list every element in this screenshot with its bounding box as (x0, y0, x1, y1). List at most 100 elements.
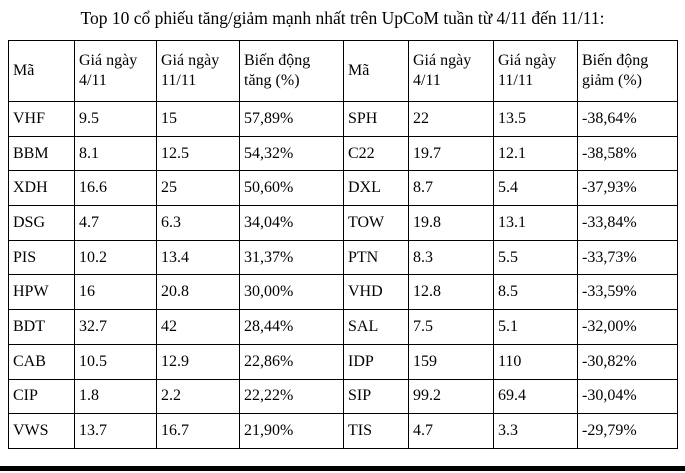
gainer-code-cell: CAB (8, 343, 75, 380)
gainer-code-cell: BDT (8, 309, 75, 345)
loser-price-11-11-cell: 110 (493, 343, 578, 380)
table-row: PIS 10.2 13.4 31,37% PTN 8.3 5.5 -33,73% (8, 239, 678, 276)
gainer-change-cell: 31,37% (239, 239, 344, 276)
gainer-price-4-11-cell: 16 (74, 274, 157, 311)
loser-code-cell: IDP (343, 343, 409, 380)
table-row: BBM 8.1 12.5 54,32% C22 19.7 12.1 -38,58% (8, 135, 678, 172)
gainer-price-11-11-cell: 20.8 (156, 274, 240, 311)
stock-table-header: Mã Giá ngày 4/11 Giá ngày 11/11 Biến độn… (8, 40, 678, 102)
gainer-change-cell: 22,86% (239, 343, 344, 380)
table-row: CAB 10.5 12.9 22,86% IDP 159 110 -30,82% (8, 343, 678, 380)
loser-change-cell: -33,73% (577, 239, 678, 276)
column-header-loser-change: Biến động giảm (%) (577, 40, 678, 102)
gainer-code-cell: HPW (8, 274, 75, 311)
column-header-gainer-price-11-11: Giá ngày 11/11 (156, 40, 240, 102)
loser-change-cell: -33,84% (577, 205, 678, 241)
page-title: Top 10 cổ phiếu tăng/giảm mạnh nhất trên… (80, 8, 605, 28)
gainer-change-cell: 21,90% (239, 413, 344, 449)
loser-code-cell: C22 (343, 135, 409, 172)
loser-code-cell: PTN (343, 239, 409, 276)
gainer-price-4-11-cell: 8.1 (74, 135, 157, 172)
table-row: VHF 9.5 15 57,89% SPH 22 13.5 -38,64% (8, 101, 678, 137)
gainer-code-cell: VWS (8, 413, 75, 449)
bottom-horizontal-rule (0, 466, 685, 471)
column-header-gainer-price-4-11: Giá ngày 4/11 (74, 40, 157, 102)
loser-price-4-11-cell: 8.3 (408, 239, 494, 276)
loser-price-11-11-cell: 5.4 (493, 170, 578, 207)
gainer-price-4-11-cell: 10.2 (74, 239, 157, 276)
gainer-change-cell: 28,44% (239, 309, 344, 345)
loser-price-11-11-cell: 12.1 (493, 135, 578, 172)
loser-price-4-11-cell: 12.8 (408, 274, 494, 311)
column-header-loser-price-4-11: Giá ngày 4/11 (408, 40, 494, 102)
loser-code-cell: VHD (343, 274, 409, 311)
gainer-code-cell: BBM (8, 135, 75, 172)
gainer-change-cell: 22,22% (239, 378, 344, 415)
loser-price-11-11-cell: 69.4 (493, 378, 578, 415)
table-row: CIP 1.8 2.2 22,22% SIP 99.2 69.4 -30,04% (8, 378, 678, 415)
gainer-price-4-11-cell: 1.8 (74, 378, 157, 415)
loser-price-11-11-cell: 5.1 (493, 309, 578, 345)
loser-change-cell: -32,00% (577, 309, 678, 345)
gainer-code-cell: CIP (8, 378, 75, 415)
gainer-change-cell: 57,89% (239, 101, 344, 137)
header-row: Mã Giá ngày 4/11 Giá ngày 11/11 Biến độn… (8, 40, 678, 102)
loser-price-4-11-cell: 99.2 (408, 378, 494, 415)
loser-change-cell: -29,79% (577, 413, 678, 449)
loser-change-cell: -38,64% (577, 101, 678, 137)
loser-price-4-11-cell: 8.7 (408, 170, 494, 207)
loser-price-4-11-cell: 19.7 (408, 135, 494, 172)
gainer-price-4-11-cell: 4.7 (74, 205, 157, 241)
gainer-price-11-11-cell: 12.5 (156, 135, 240, 172)
table-row: XDH 16.6 25 50,60% DXL 8.7 5.4 -37,93% (8, 170, 678, 207)
gainer-price-11-11-cell: 6.3 (156, 205, 240, 241)
gainer-change-cell: 50,60% (239, 170, 344, 207)
gainer-change-cell: 54,32% (239, 135, 344, 172)
loser-price-4-11-cell: 19.8 (408, 205, 494, 241)
gainer-code-cell: VHF (8, 101, 75, 137)
gainer-price-4-11-cell: 9.5 (74, 101, 157, 137)
column-header-gainer-code: Mã (8, 40, 75, 102)
gainer-price-4-11-cell: 10.5 (74, 343, 157, 380)
loser-code-cell: DXL (343, 170, 409, 207)
loser-code-cell: SIP (343, 378, 409, 415)
gainer-code-cell: XDH (8, 170, 75, 207)
loser-change-cell: -33,59% (577, 274, 678, 311)
table-row: DSG 4.7 6.3 34,04% TOW 19.8 13.1 -33,84% (8, 205, 678, 241)
loser-price-11-11-cell: 13.1 (493, 205, 578, 241)
loser-code-cell: SAL (343, 309, 409, 345)
stock-table-body: VHF 9.5 15 57,89% SPH 22 13.5 -38,64% BBM 8.1 12.5… (8, 101, 678, 449)
table-row: VWS 13.7 16.7 21,90% TIS 4.7 3.3 -29,79% (8, 413, 678, 449)
gainer-code-cell: PIS (8, 239, 75, 276)
gainer-price-11-11-cell: 2.2 (156, 378, 240, 415)
gainer-code-cell: DSG (8, 205, 75, 241)
table-row: BDT 32.7 42 28,44% SAL 7.5 5.1 -32,00% (8, 309, 678, 345)
gainer-price-11-11-cell: 16.7 (156, 413, 240, 449)
gainer-price-11-11-cell: 12.9 (156, 343, 240, 380)
gainer-change-cell: 34,04% (239, 205, 344, 241)
loser-price-4-11-cell: 159 (408, 343, 494, 380)
stock-table: Mã Giá ngày 4/11 Giá ngày 11/11 Biến độn… (8, 40, 678, 449)
gainer-price-11-11-cell: 15 (156, 101, 240, 137)
column-header-loser-code: Mã (343, 40, 409, 102)
gainer-price-11-11-cell: 25 (156, 170, 240, 207)
column-header-gainer-change: Biến động tăng (%) (239, 40, 344, 102)
loser-price-11-11-cell: 8.5 (493, 274, 578, 311)
column-header-loser-price-11-11: Giá ngày 11/11 (493, 40, 578, 102)
loser-price-11-11-cell: 5.5 (493, 239, 578, 276)
loser-code-cell: SPH (343, 101, 409, 137)
gainer-price-4-11-cell: 32.7 (74, 309, 157, 345)
gainer-price-11-11-cell: 13.4 (156, 239, 240, 276)
loser-price-4-11-cell: 7.5 (408, 309, 494, 345)
gainer-price-4-11-cell: 13.7 (74, 413, 157, 449)
loser-price-11-11-cell: 13.5 (493, 101, 578, 137)
gainer-price-4-11-cell: 16.6 (74, 170, 157, 207)
loser-price-11-11-cell: 3.3 (493, 413, 578, 449)
loser-change-cell: -37,93% (577, 170, 678, 207)
loser-change-cell: -38,58% (577, 135, 678, 172)
loser-price-4-11-cell: 22 (408, 101, 494, 137)
gainer-price-11-11-cell: 42 (156, 309, 240, 345)
loser-code-cell: TIS (343, 413, 409, 449)
table-row: HPW 16 20.8 30,00% VHD 12.8 8.5 -33,59% (8, 274, 678, 311)
